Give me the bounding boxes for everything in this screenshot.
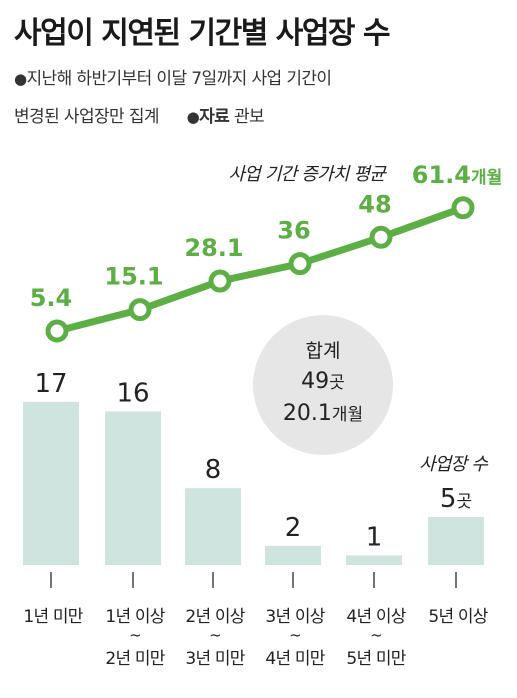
bar-5 — [346, 555, 402, 565]
x-tick-label-4-2: ~ — [289, 626, 301, 644]
bar-unit: 곳 — [456, 492, 472, 512]
bar-legend: 사업장 수 — [419, 454, 489, 475]
line-point-1 — [45, 319, 69, 343]
bar-label-4: 2 — [285, 513, 302, 543]
bar-label-5: 1 — [366, 522, 383, 552]
x-tick-label-4-3: 4년 미만 — [265, 649, 325, 669]
x-tick-label-4-1: 3년 이상 — [265, 607, 325, 627]
x-tick-label-3-1: 2년 이상 — [185, 607, 245, 627]
line-label-1: 5.4 — [30, 284, 73, 312]
x-tick-label-2-2: ~ — [129, 626, 141, 644]
line-point-5 — [369, 225, 393, 249]
bar-label-3: 8 — [205, 455, 222, 485]
chart-note-line1: ●지난해 하반기부터 이달 7일까지 사업 기간이 — [14, 64, 333, 89]
bullet-icon: ● — [14, 70, 27, 88]
total-circle — [253, 315, 393, 455]
x-tick-label-2-3: 2년 미만 — [105, 649, 165, 669]
total-label: 합계 — [306, 340, 341, 362]
source-bullet-icon: ● — [186, 108, 200, 126]
x-tick-label-1-1: 1년 미만 — [23, 607, 83, 627]
chart-title: 사업이 지연된 기간별 사업장 수 — [14, 16, 391, 51]
bar-4 — [265, 545, 321, 565]
x-tick-label-5-3: 5년 미만 — [346, 649, 406, 669]
x-tick-label-3-2: ~ — [209, 626, 221, 644]
line-label-3: 28.1 — [184, 234, 243, 262]
bar-label-2: 16 — [116, 378, 149, 408]
line-label-6: 61.4개월 — [412, 161, 503, 189]
line-label-2: 15.1 — [104, 263, 163, 291]
total-months-unit: 개월 — [332, 405, 363, 425]
x-axis-ticks — [50, 572, 457, 588]
total-months: 20.1개월 — [283, 401, 363, 426]
bar-3 — [185, 488, 241, 565]
bar-1 — [23, 401, 79, 565]
line-point-4 — [288, 252, 312, 276]
note-text-2: 변경된 사업장만 집계 — [14, 107, 160, 127]
line-legend: 사업 기간 증가치 평균 — [228, 164, 387, 185]
x-tick-label-6-1: 5년 이상 — [428, 607, 488, 627]
line-series: 5.4 15.1 28.1 36 48 61.4개월 — [30, 161, 503, 343]
bar-2 — [105, 411, 161, 565]
line-label-5: 48 — [358, 190, 391, 218]
line-point-6 — [451, 196, 475, 220]
line-label-4: 36 — [277, 217, 310, 245]
line-value: 61.4 — [412, 161, 471, 189]
x-tick-label-2-1: 1년 이상 — [105, 607, 165, 627]
line-unit: 개월 — [471, 168, 502, 188]
total-count-value: 49 — [301, 369, 329, 394]
bar-label-1: 17 — [34, 369, 67, 399]
x-tick-label-3-3: 3년 미만 — [185, 649, 245, 669]
total-months-value: 20.1 — [283, 401, 332, 426]
source-value: 관보 — [234, 107, 265, 127]
bar-value: 5 — [440, 484, 457, 514]
x-tick-label-5-2: ~ — [370, 626, 382, 644]
chart-note-line2: 변경된 사업장만 집계 ●자료 관보 — [14, 102, 265, 127]
bar-6 — [428, 517, 484, 565]
line-point-2 — [128, 298, 152, 322]
line-point-3 — [208, 269, 232, 293]
note-text-1: 지난해 하반기부터 이달 7일까지 사업 기간이 — [26, 69, 333, 89]
total-count: 49곳 — [301, 369, 345, 394]
bar-series — [23, 401, 484, 565]
total-count-unit: 곳 — [329, 373, 345, 393]
source-label: 자료 — [199, 107, 230, 127]
bar-label-6: 5곳 — [440, 484, 472, 514]
total-summary: 합계 49곳 20.1개월 — [253, 315, 393, 455]
line-path — [56, 204, 465, 335]
x-tick-label-5-1: 4년 이상 — [346, 607, 406, 627]
